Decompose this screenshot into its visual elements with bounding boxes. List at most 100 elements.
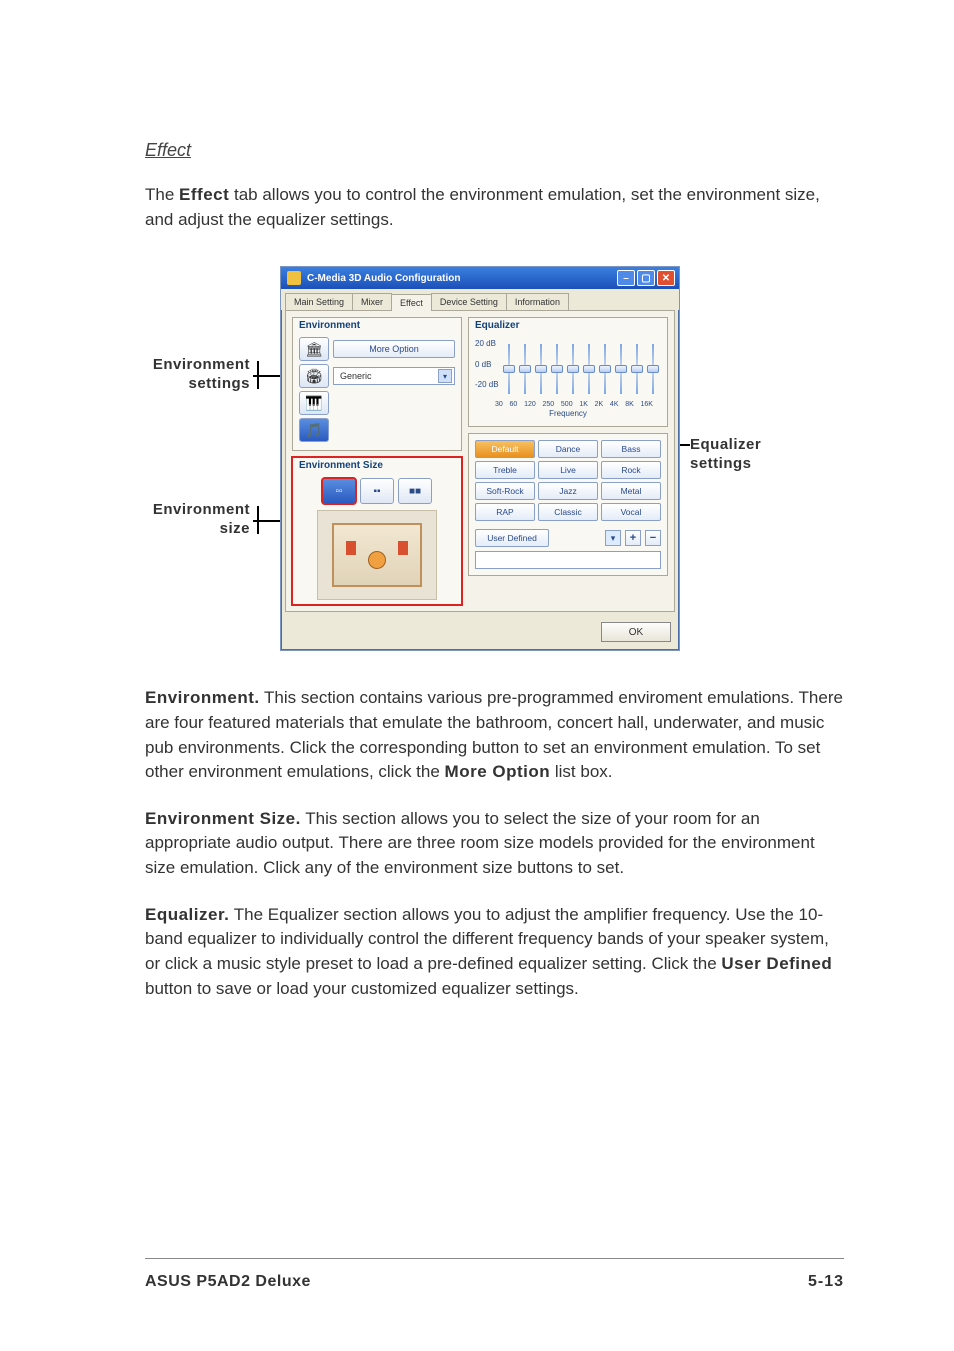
tab-strip: Main Setting Mixer Effect Device Setting… (281, 289, 679, 310)
room-size-small-button[interactable]: ▫▫ (322, 478, 356, 504)
eq-freq-label: 60 (510, 401, 518, 408)
eq-slider-thumb[interactable] (535, 365, 547, 373)
eq-freq-label: 2K (595, 401, 604, 408)
eq-band-slider[interactable] (503, 344, 515, 394)
intro-paragraph: The Effect tab allows you to control the… (145, 183, 844, 232)
eq-band-slider[interactable] (551, 344, 563, 394)
app-icon (287, 271, 301, 285)
preset-rock-button[interactable]: Rock (601, 461, 661, 479)
equalizer-presets-group: DefaultDanceBass TrebleLiveRock Soft-RockJ… (468, 433, 668, 576)
tab-device-setting[interactable]: Device Setting (431, 293, 507, 310)
environment-paragraph: Environment. This section contains vario… (145, 686, 844, 785)
eq-slider-thumb[interactable] (503, 365, 515, 373)
close-button[interactable]: ✕ (657, 270, 675, 286)
environment-size-title: Environment Size (299, 460, 457, 471)
preset-classic-button[interactable]: Classic (538, 503, 598, 521)
preset-rap-button[interactable]: RAP (475, 503, 535, 521)
env-preset-musicpub-button[interactable]: 🎵 (299, 418, 329, 442)
user-efined-dropdown-icon[interactable]: ▾ (605, 530, 621, 546)
window-title: C-Media 3D Audio Configuration (307, 273, 461, 284)
preset-treble-button[interactable]: Treble (475, 461, 535, 479)
p-env-bold2: More Option (445, 762, 551, 781)
eq-freq-label: 250 (542, 401, 554, 408)
eq-freq-label: 16K (641, 401, 653, 408)
eq-slider-thumb[interactable] (551, 365, 563, 373)
preset-jazz-button[interactable]: Jazz (538, 482, 598, 500)
p-eq-bold2: User Defined (721, 954, 832, 973)
more-option-button[interactable]: More Option (333, 340, 455, 358)
dropdown-value: Generic (340, 371, 372, 381)
env-preset-bathroom-button[interactable]: 🏛 (299, 337, 329, 361)
preset-live-button[interactable]: Live (538, 461, 598, 479)
audio-config-window: C-Media 3D Audio Configuration – ▢ ✕ Mai… (280, 266, 680, 651)
eq-band-slider[interactable] (599, 344, 611, 394)
eq-slider-thumb[interactable] (583, 365, 595, 373)
eq-slider-thumb[interactable] (519, 365, 531, 373)
room-size-large-button[interactable]: ■■ (398, 478, 432, 504)
preset-soft-rock-button[interactable]: Soft-Rock (475, 482, 535, 500)
eq-slider-thumb[interactable] (599, 365, 611, 373)
intro-post: tab allows you to control the environmen… (145, 185, 820, 229)
env-preset-concert-button[interactable]: 🏟 (299, 364, 329, 388)
p-env-tail: list box. (550, 762, 612, 781)
callout-env-size: Environmentsize (140, 501, 250, 539)
env-preset-underwater-button[interactable]: 🎹 (299, 391, 329, 415)
eq-freq-label: 4K (610, 401, 619, 408)
environment-size-paragraph: Environment Size. This section allows yo… (145, 807, 844, 881)
eq-freq-label: 120 (524, 401, 536, 408)
environment-group: Environment 🏛 More Option 🏟 Generic ▾ (292, 317, 462, 451)
room-size-medium-button[interactable]: ▪▪ (360, 478, 394, 504)
eq-band-slider[interactable] (631, 344, 643, 394)
tab-information[interactable]: Information (506, 293, 569, 310)
eq-slider-thumb[interactable] (567, 365, 579, 373)
eq-frequency-caption: Frequency (475, 408, 661, 418)
tab-effect[interactable]: Effect (391, 294, 432, 311)
maximize-button[interactable]: ▢ (637, 270, 655, 286)
eq-band-slider[interactable] (519, 344, 531, 394)
eq-slider-thumb[interactable] (631, 365, 643, 373)
tab-mixer[interactable]: Mixer (352, 293, 392, 310)
eq-band-slider[interactable] (583, 344, 595, 394)
preset-default-button[interactable]: Default (475, 440, 535, 458)
eq-freq-label: 30 (495, 401, 503, 408)
eq-freq-label: 1K (579, 401, 588, 408)
tab-main-setting[interactable]: Main Setting (285, 293, 353, 310)
callout-env-settings: Environmentsettings (140, 356, 250, 394)
minimize-button[interactable]: – (617, 270, 635, 286)
add-preset-button[interactable]: + (625, 530, 641, 546)
callout-line (257, 361, 259, 389)
equalizer-paragraph: Equalizer. The Equalizer section allows … (145, 903, 844, 1002)
p-size-head: Environment Size. (145, 809, 301, 828)
preset-vocal-button[interactable]: Vocal (601, 503, 661, 521)
eq-frequency-labels: 30 60 120 250 500 1K 2K 4K 8K 16K (475, 399, 661, 408)
eq-band-slider[interactable] (567, 344, 579, 394)
footer-page-number: 5-13 (808, 1273, 844, 1291)
preset-bass-button[interactable]: Bass (601, 440, 661, 458)
chevron-down-icon[interactable]: ▾ (438, 369, 452, 383)
eq-db-labels: 20 dB 0 dB -20 dB (475, 339, 499, 389)
environment-title: Environment (299, 320, 457, 331)
eq-freq-label: 500 (561, 401, 573, 408)
preset-grid: DefaultDanceBass TrebleLiveRock Soft-RockJ… (473, 438, 663, 523)
effect-panel: Environment 🏛 More Option 🏟 Generic ▾ (285, 310, 675, 612)
preset-name-input[interactable] (475, 551, 661, 569)
eq-freq-label: 8K (625, 401, 634, 408)
eq-band-slider[interactable] (535, 344, 547, 394)
eq-band-slider[interactable] (615, 344, 627, 394)
page-footer: ASUS P5AD2 Deluxe 5-13 (145, 1258, 844, 1291)
ok-button[interactable]: OK (601, 622, 671, 642)
user-defined-button[interactable]: User Defined (475, 529, 549, 547)
remove-preset-button[interactable]: − (645, 530, 661, 546)
intro-bold: Effect (179, 185, 229, 204)
environment-size-group: Environment Size ▫▫ ▪▪ ■■ (292, 457, 462, 605)
preset-dance-button[interactable]: Dance (538, 440, 598, 458)
eq-band-slider[interactable] (647, 344, 659, 394)
p-eq-tail: button to save or load your customized e… (145, 979, 579, 998)
preset-metal-button[interactable]: Metal (601, 482, 661, 500)
equalizer-group: Equalizer 20 dB 0 dB -20 dB 306012025050… (468, 317, 668, 427)
environment-dropdown[interactable]: Generic ▾ (333, 367, 455, 385)
eq-slider-thumb[interactable] (615, 365, 627, 373)
callout-equalizer: Equalizersettings (690, 436, 761, 474)
speaker-icon (398, 541, 408, 555)
eq-slider-thumb[interactable] (647, 365, 659, 373)
